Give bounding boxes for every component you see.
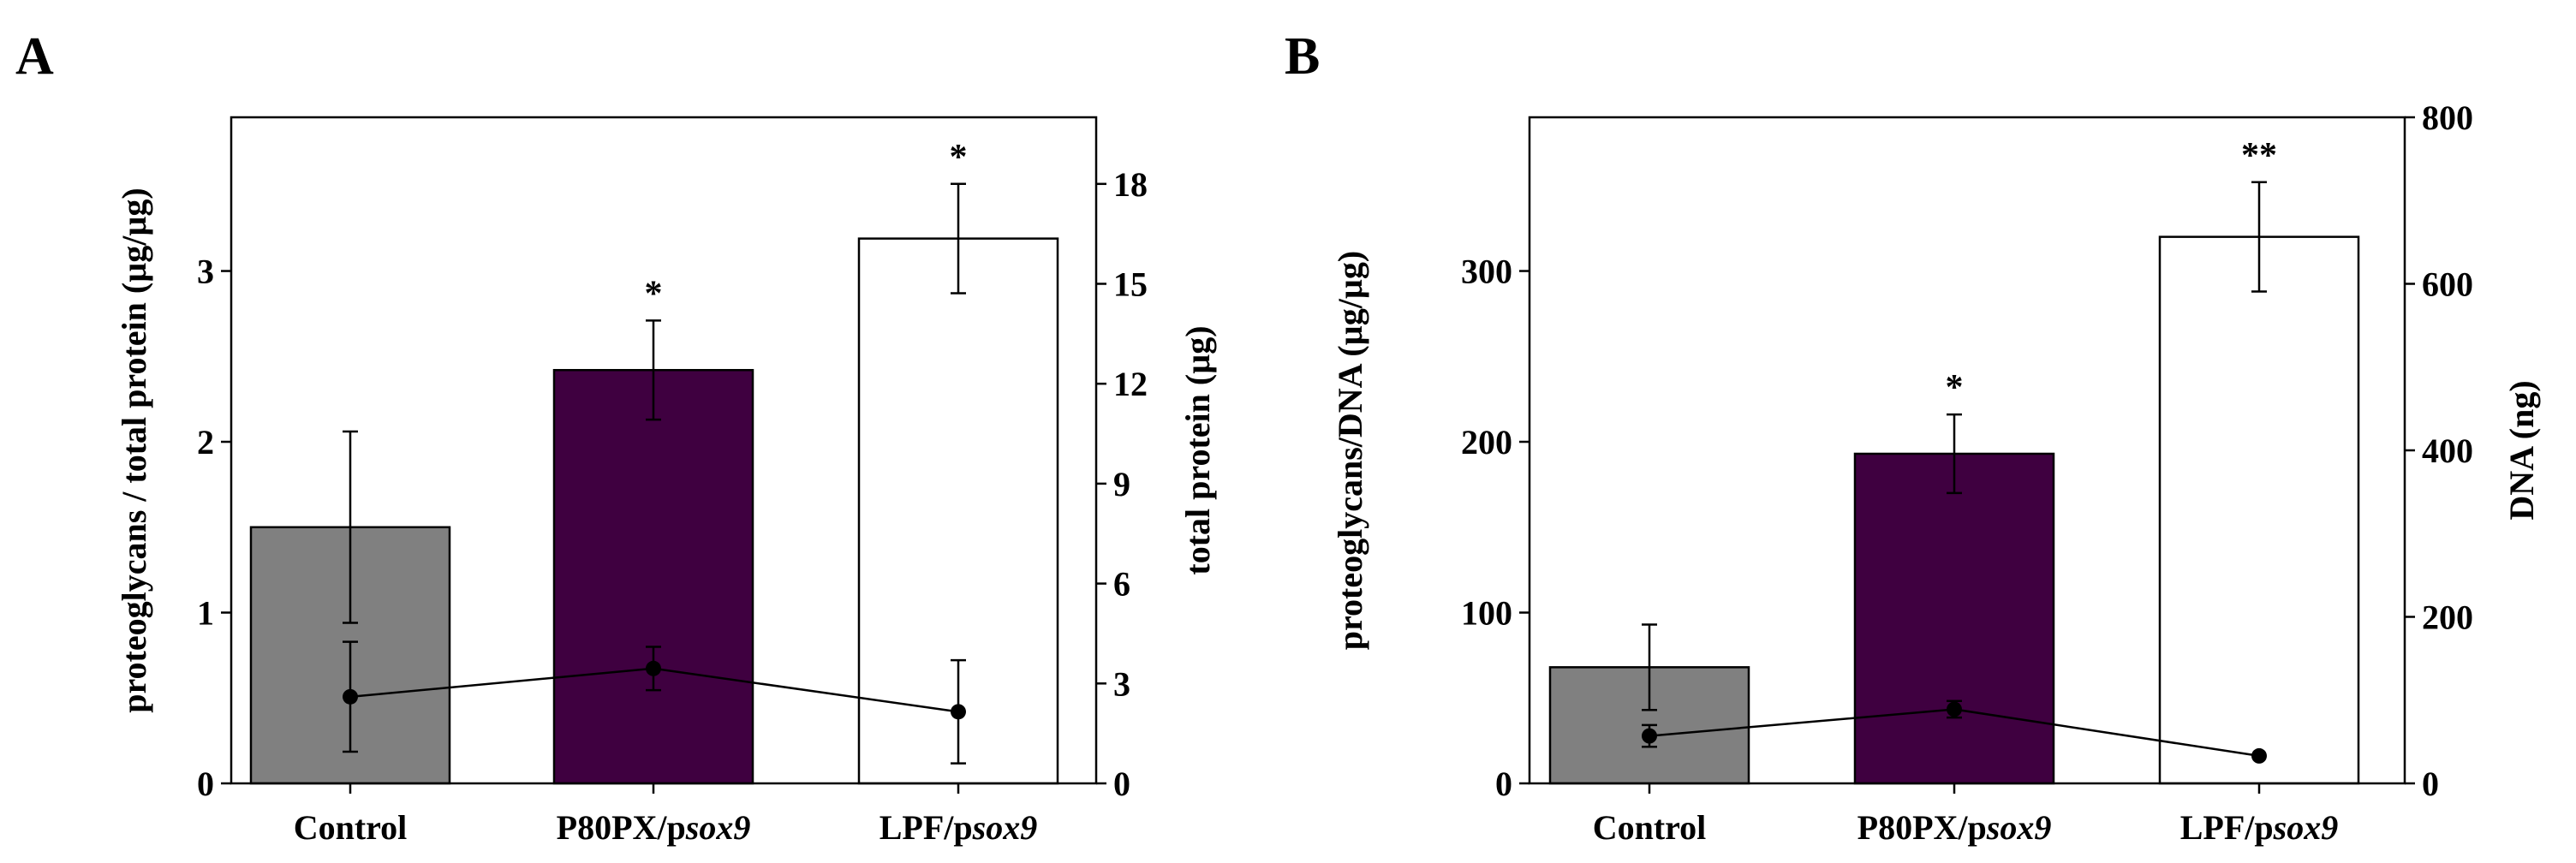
significance-marker-3: * bbox=[950, 138, 968, 177]
y2-tick-label: 600 bbox=[2422, 265, 2473, 304]
y-axis-title: proteoglycans/DNA (µg/µg) bbox=[1331, 251, 1369, 650]
y2-tick-label: 200 bbox=[2422, 598, 2473, 637]
category-label-3: LPF/psox9 bbox=[2180, 808, 2338, 847]
y-tick-label: 200 bbox=[1461, 423, 1512, 461]
panel-label-B: B bbox=[1285, 27, 1320, 86]
line-point-2 bbox=[1947, 701, 1962, 717]
y2-tick-label: 15 bbox=[1113, 265, 1148, 304]
line-point-3 bbox=[951, 704, 966, 720]
y-tick-label: 1 bbox=[197, 594, 214, 633]
y-tick-label: 2 bbox=[197, 423, 214, 461]
category-label-2: P80PX/psox9 bbox=[1857, 808, 2052, 847]
y2-axis-title: DNA (ng) bbox=[2502, 380, 2541, 520]
y-axis-title: proteoglycans / total protein (µg/µg) bbox=[115, 187, 153, 712]
line-point-2 bbox=[646, 660, 661, 676]
y2-tick-label: 12 bbox=[1113, 365, 1148, 403]
panel-label-A: A bbox=[15, 27, 54, 86]
category-label-3: LPF/psox9 bbox=[880, 808, 1037, 847]
y-tick-label: 100 bbox=[1461, 594, 1512, 633]
y2-tick-label: 6 bbox=[1113, 565, 1130, 604]
significance-marker-2: * bbox=[645, 274, 663, 313]
significance-marker-3: ** bbox=[2241, 136, 2277, 176]
category-label-1: Control bbox=[294, 808, 408, 847]
y-tick-label: 3 bbox=[197, 253, 214, 291]
y-tick-label: 0 bbox=[197, 765, 214, 803]
y2-axis-title: total protein (µg) bbox=[1178, 325, 1217, 574]
line-point-1 bbox=[1642, 728, 1657, 744]
y2-tick-label: 800 bbox=[2422, 98, 2473, 137]
category-label-1: Control bbox=[1593, 808, 1707, 847]
y2-tick-label: 0 bbox=[2422, 765, 2439, 803]
y2-tick-label: 0 bbox=[1113, 765, 1130, 803]
y-tick-label: 0 bbox=[1495, 765, 1512, 803]
y-tick-label: 300 bbox=[1461, 253, 1512, 291]
y2-tick-label: 3 bbox=[1113, 664, 1130, 703]
y2-tick-label: 400 bbox=[2422, 432, 2473, 470]
y2-tick-label: 9 bbox=[1113, 465, 1130, 503]
bar-2 bbox=[552, 368, 754, 785]
y2-tick-label: 18 bbox=[1113, 165, 1148, 204]
category-label-2: P80PX/psox9 bbox=[557, 808, 751, 847]
significance-marker-2: * bbox=[1946, 368, 1964, 408]
bar-2 bbox=[1853, 452, 2055, 785]
plot-frame bbox=[230, 116, 1098, 785]
line-point-1 bbox=[343, 688, 358, 705]
bar-3 bbox=[2158, 235, 2360, 785]
line-point-3 bbox=[2251, 747, 2267, 764]
